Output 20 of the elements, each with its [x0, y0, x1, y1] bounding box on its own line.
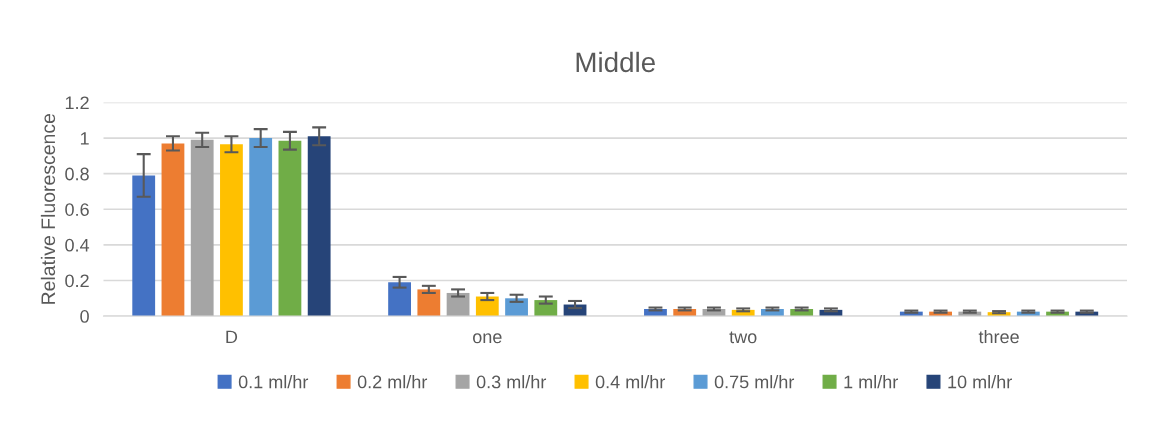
y-tick-label: 0.6	[65, 203, 89, 216]
legend-label: 0.2 ml/hr	[357, 375, 428, 389]
y-tick-label: 1	[80, 132, 89, 145]
x-tick-label: one	[473, 333, 502, 344]
y-tick-label: 0.8	[65, 167, 89, 181]
legend-label: 0.3 ml/hr	[476, 375, 547, 389]
legend-label: 0.1 ml/hr	[238, 375, 309, 389]
y-axis-title: Relative Fluorescence	[40, 113, 56, 304]
legend-label: 10 ml/hr	[948, 375, 1012, 389]
legend-label: 1 ml/hr	[844, 375, 898, 389]
y-tick-label: 0.2	[65, 274, 89, 288]
x-tick-label: D	[226, 330, 238, 344]
y-tick-label: 0.4	[65, 238, 90, 252]
legend-label: 0.4 ml/hr	[595, 375, 666, 389]
y-tick-label: 0	[80, 310, 89, 323]
x-tick-label: three	[978, 329, 1019, 344]
legend-label: 0.75 ml/hr	[714, 375, 795, 389]
x-tick-label: two	[729, 331, 757, 344]
y-tick-label: 1.2	[65, 96, 89, 109]
chart-title: Middle	[576, 51, 655, 73]
